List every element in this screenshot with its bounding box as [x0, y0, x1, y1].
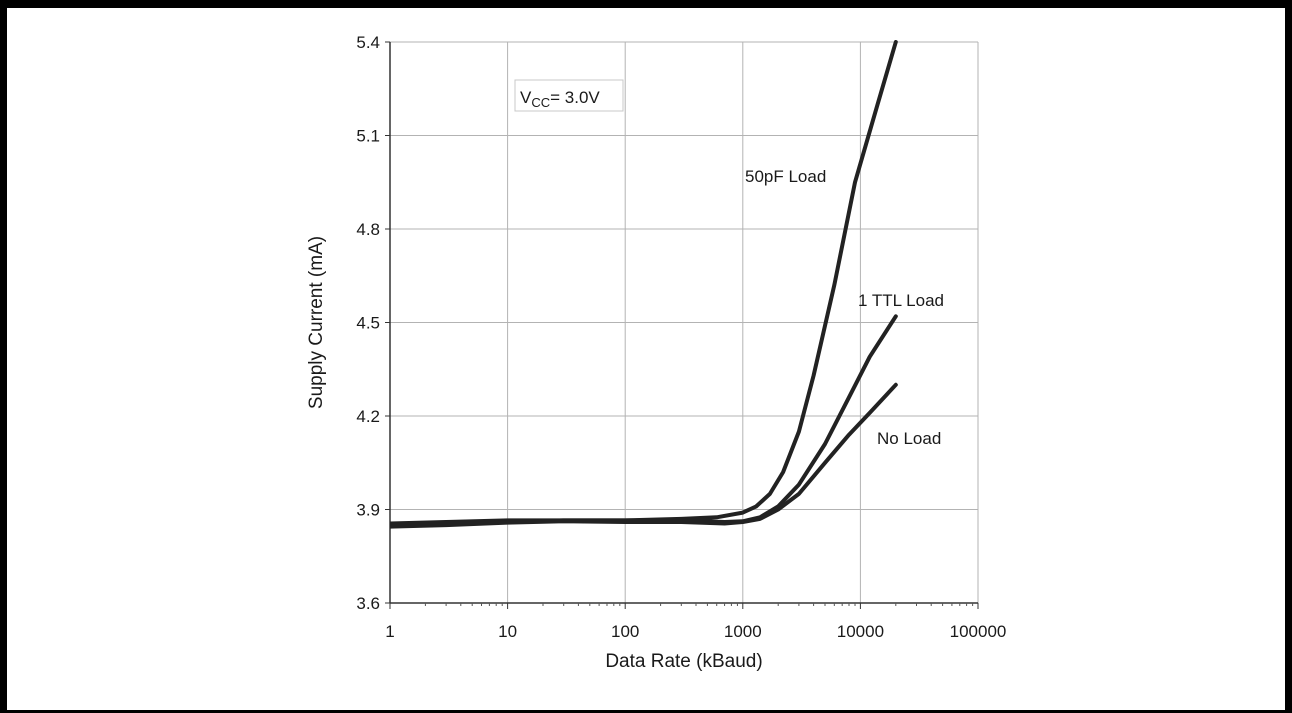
- series-label-1-ttl-load: 1 TTL Load: [858, 291, 944, 310]
- x-tick-label: 1: [385, 622, 394, 641]
- vcc-annotation-box: [514, 79, 624, 112]
- x-tick-label: 100: [611, 622, 639, 641]
- y-tick-label: 3.9: [356, 501, 380, 520]
- y-tick-label: 5.4: [356, 33, 380, 52]
- series-label-50pf-load: 50pF Load: [745, 167, 826, 186]
- vcc-annotation-main: V: [520, 88, 532, 107]
- series-line-no-load: [390, 382, 898, 529]
- y-tick-label: 4.8: [356, 220, 380, 239]
- vcc-annotation-rest: = 3.0V: [550, 88, 600, 107]
- y-axis-title: Supply Current (mA): [306, 236, 327, 409]
- y-tick-label: 4.5: [356, 314, 380, 333]
- vcc-annotation-text: VCC= 3.0V: [520, 88, 600, 110]
- x-tick-label: 10: [498, 622, 517, 641]
- series-label-no-load: No Load: [877, 429, 941, 448]
- y-tick-label: 4.2: [356, 407, 380, 426]
- x-tick-label: 100000: [950, 622, 1007, 641]
- y-tick-label: 5.1: [356, 127, 380, 146]
- x-tick-label: 1000: [724, 622, 762, 641]
- x-axis-title: Data Rate (kBaud): [605, 651, 762, 672]
- y-tick-label: 3.6: [356, 594, 380, 613]
- vcc-annotation-sub: CC: [531, 95, 550, 110]
- x-tick-label: 10000: [837, 622, 884, 641]
- supply-current-chart: 1 10 100 1000 10000 100000 3.6 3.9 4.2 4.5 4.8 5.1 5…: [306, 33, 1007, 672]
